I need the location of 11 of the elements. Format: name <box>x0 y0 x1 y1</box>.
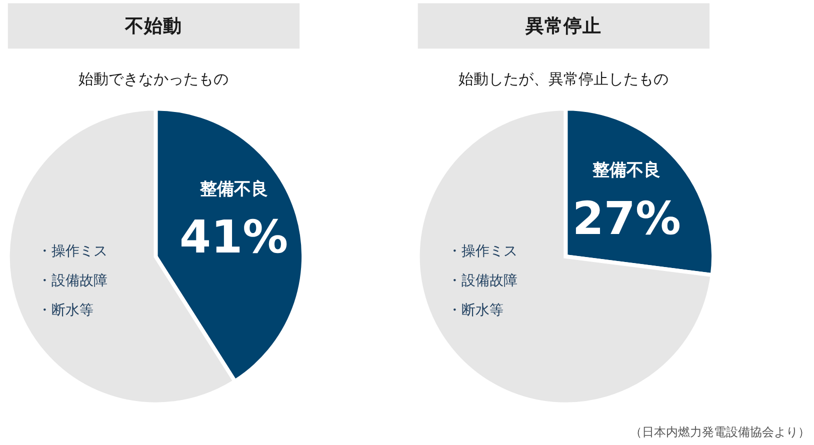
slice-label: ・操作ミス・設備故障・断水等 <box>447 244 518 319</box>
data-label: 27% <box>572 192 681 245</box>
data-label: 41% <box>180 210 288 264</box>
text: （日本内燃力発電設備協会より） <box>630 424 810 439</box>
chart-title: 不始動 <box>124 16 182 37</box>
slice-label: ・操作ミス・設備故障・断水等 <box>37 244 108 319</box>
chart-subtitle: 始動できなかったもの <box>78 71 229 88</box>
slice-label: 整備不良 <box>198 178 268 198</box>
slice-label: 整備不良 <box>592 160 661 180</box>
chart-title: 異常停止 <box>524 14 602 37</box>
chart-subtitle: 始動したが、異常停止したもの <box>458 71 669 88</box>
